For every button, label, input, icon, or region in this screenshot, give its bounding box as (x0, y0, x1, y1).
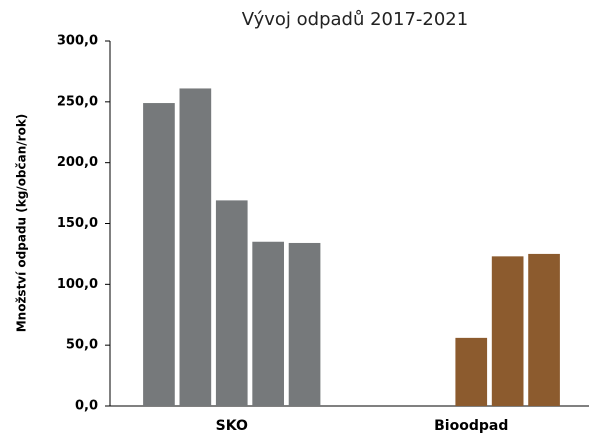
bar (215, 200, 248, 406)
y-tick-label: 300,0 (57, 34, 98, 49)
bar (455, 337, 488, 406)
y-tick-label: 0,0 (75, 399, 98, 414)
bar (288, 242, 321, 406)
y-tick-label: 100,0 (57, 277, 98, 292)
y-tick-label: 250,0 (57, 94, 98, 109)
bar (143, 103, 175, 407)
bar (179, 88, 212, 406)
y-tick-label: 200,0 (57, 155, 98, 170)
x-tick-label: Bioodpad (434, 418, 508, 433)
x-tick-label: SKO (216, 418, 248, 433)
y-axis-label: Množství odpadu (kg/občan/rok) (15, 114, 29, 333)
y-tick-label: 50,0 (66, 338, 98, 353)
bar (528, 253, 560, 406)
chart-title: Vývoj odpadů 2017-2021 (242, 9, 468, 30)
bar (491, 256, 524, 406)
bar (252, 241, 284, 406)
y-tick-label: 150,0 (57, 216, 98, 231)
